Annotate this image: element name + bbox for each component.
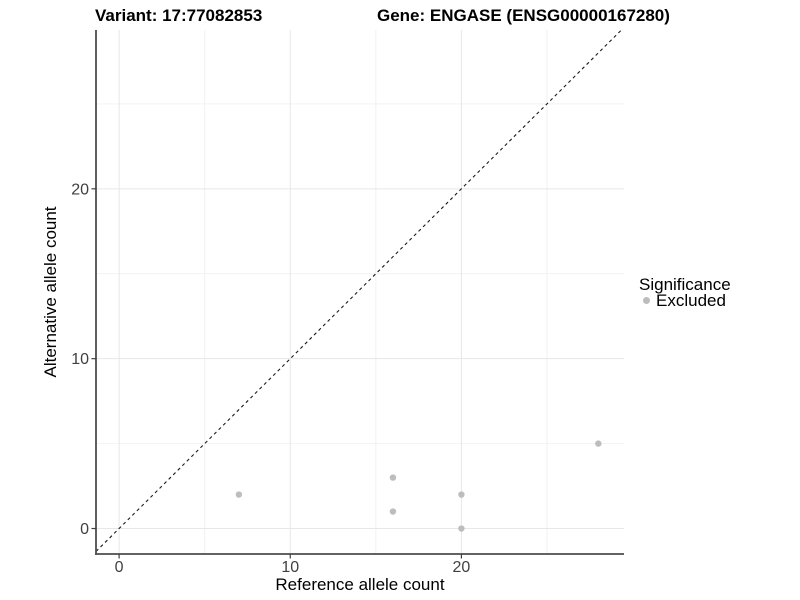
legend-excluded-label: Excluded: [656, 291, 726, 310]
plot-panel-background: [96, 30, 624, 554]
y-axis-title: Alternative allele count: [41, 206, 60, 377]
data-points: [235, 440, 602, 532]
identity-line: [95, 29, 622, 552]
data-point: [595, 440, 602, 447]
grid-major-lines: [96, 30, 624, 554]
y-tick-label: 20: [71, 181, 89, 198]
data-point: [389, 474, 397, 481]
gene-title: Gene: ENGASE (ENSG00000167280): [377, 6, 670, 25]
data-point: [389, 508, 397, 515]
grid-minor-lines: [96, 30, 624, 554]
x-axis-title: Reference allele count: [275, 575, 444, 594]
axis-lines: [95, 30, 624, 555]
identity-dashed-line: [95, 29, 622, 552]
legend-title: Significance: [639, 275, 731, 294]
data-point: [235, 491, 243, 498]
legend: Significance Excluded: [639, 275, 731, 310]
legend-excluded-marker-icon: [643, 297, 650, 304]
data-point: [458, 525, 465, 532]
y-tick-label: 10: [71, 351, 89, 368]
x-tick-label: 20: [453, 559, 471, 576]
variant-title: Variant: 17:77082853: [95, 6, 262, 25]
x-tick-label: 10: [281, 559, 299, 576]
axis-tick-labels: 0 10 20 0 10 20: [71, 181, 470, 576]
data-point: [458, 491, 465, 498]
axis-tick-marks: [91, 188, 463, 559]
y-tick-label: 0: [80, 521, 89, 538]
x-tick-label: 0: [115, 559, 124, 576]
